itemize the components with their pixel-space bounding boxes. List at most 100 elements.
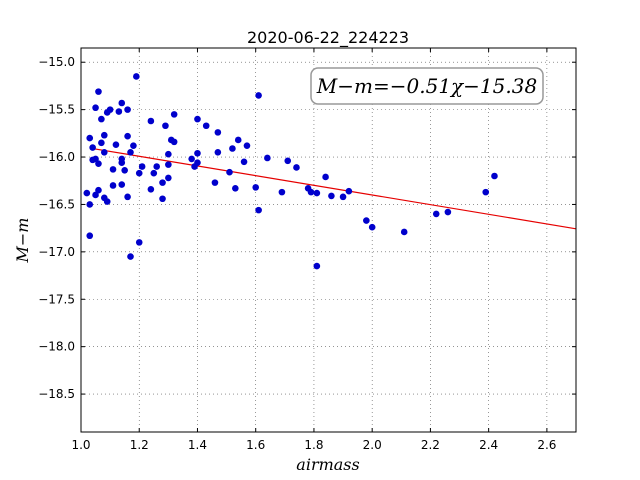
x-tick-label: 2.6 [537, 438, 556, 452]
data-point [162, 122, 169, 130]
y-axis-label: M−m [13, 218, 32, 264]
data-point [92, 104, 99, 112]
data-point [159, 179, 166, 186]
data-point [95, 186, 102, 194]
data-point [232, 185, 239, 192]
data-point [124, 132, 131, 140]
data-point [194, 115, 201, 123]
data-point [188, 155, 195, 163]
data-point [98, 115, 105, 123]
x-tick-label: 1.4 [188, 438, 207, 452]
data-point [214, 148, 222, 156]
data-point [165, 161, 172, 168]
data-point [118, 181, 126, 188]
data-point [255, 206, 262, 214]
fit-line-group [92, 147, 577, 230]
x-tick-label: 1.0 [71, 438, 90, 452]
data-point [368, 223, 376, 231]
data-point [86, 201, 94, 208]
data-point [234, 136, 242, 144]
data-point [135, 169, 143, 177]
data-point [89, 144, 96, 151]
data-point [293, 164, 300, 171]
data-point [153, 163, 161, 170]
data-point [112, 141, 120, 149]
data-point [363, 217, 370, 224]
data-point [432, 210, 440, 218]
data-point [278, 188, 286, 196]
data-points [83, 73, 498, 270]
chart-title: 2020-06-22_224223 [247, 28, 409, 48]
data-point [130, 142, 137, 149]
y-tick-label: −15.0 [38, 55, 75, 69]
data-point [264, 154, 271, 162]
y-tick-label: −18.5 [38, 387, 75, 401]
data-point [240, 158, 248, 166]
data-point [328, 192, 335, 200]
data-point [159, 195, 166, 203]
data-point [147, 185, 155, 193]
y-tick-label: −17.5 [38, 292, 75, 306]
data-point [255, 92, 262, 99]
fit-equation: M−m=−0.51χ−15.38 [316, 74, 537, 98]
data-point [109, 182, 117, 189]
x-tick-label: 2.0 [363, 438, 382, 452]
data-point [150, 169, 158, 177]
data-point [121, 167, 128, 174]
data-point [491, 172, 498, 180]
data-point [86, 134, 94, 142]
data-point [194, 149, 201, 157]
data-point [83, 189, 91, 197]
data-point [138, 163, 146, 170]
grid-lines [80, 48, 576, 432]
data-point [214, 129, 222, 136]
data-point [313, 189, 321, 197]
data-point [133, 73, 140, 80]
data-point [109, 166, 117, 173]
data-point [202, 122, 210, 130]
data-point [165, 174, 172, 182]
data-point [124, 106, 131, 113]
y-tick-label: −16.5 [38, 197, 75, 211]
x-axis-label: airmass [296, 455, 359, 474]
data-point [170, 138, 178, 146]
equation-box-border [310, 67, 544, 105]
data-point [118, 159, 126, 167]
data-point [444, 208, 452, 216]
data-point [307, 188, 315, 196]
data-point [124, 193, 131, 201]
x-tick-label: 1.2 [130, 438, 149, 452]
y-tick-label: −15.5 [38, 103, 75, 117]
data-point [211, 179, 219, 186]
data-point [118, 99, 126, 107]
data-point [92, 155, 99, 163]
y-tick-labels: −15.0 −15.5 −16.0 −16.5 −17.0 −17.5 −18.0 −18.5 [38, 55, 75, 401]
data-point [345, 187, 353, 195]
data-point [243, 142, 251, 149]
data-point [127, 148, 134, 156]
data-point [86, 232, 94, 240]
fit-equation-box: M−m=−0.51χ−15.38 [310, 67, 544, 105]
data-point [322, 173, 329, 181]
data-point [339, 193, 347, 201]
data-point [100, 148, 108, 156]
data-point [252, 184, 260, 191]
fit-line [92, 147, 577, 230]
x-tick-label: 2.4 [479, 438, 498, 452]
data-point [103, 198, 111, 205]
data-point [95, 88, 102, 95]
data-point [106, 106, 114, 113]
data-point [95, 160, 102, 167]
y-tick-label: −16.0 [38, 150, 75, 164]
x-tick-label: 2.2 [421, 438, 440, 452]
x-tick-labels: 1.0 1.2 1.4 1.6 1.8 2.0 2.2 2.4 2.6 [71, 438, 556, 452]
data-point [100, 131, 108, 139]
x-tick-label: 1.6 [246, 438, 265, 452]
data-point [165, 150, 172, 158]
data-point [135, 239, 143, 246]
data-point [127, 253, 134, 260]
data-point [400, 228, 408, 236]
data-point [229, 145, 236, 152]
data-point [194, 159, 201, 167]
